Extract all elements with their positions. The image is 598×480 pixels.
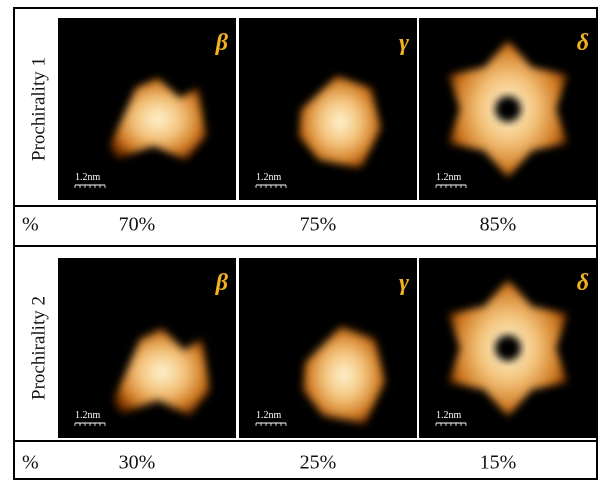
molecule [303, 326, 385, 424]
stm-image: δ 1.2nm [419, 18, 597, 200]
scale-label: 1.2nm [256, 172, 282, 183]
image-symbol: γ [399, 30, 409, 56]
molecule [299, 76, 381, 168]
image-symbol: δ [577, 30, 589, 56]
percent-value: 15% [480, 452, 517, 474]
stm-image: β 1.2nm [58, 258, 236, 438]
stm-image: β 1.2nm [58, 18, 236, 200]
stm-image: γ 1.2nm [239, 18, 417, 200]
pore [495, 96, 521, 122]
stm-image: γ 1.2nm [239, 258, 417, 438]
scale-label: 1.2nm [75, 410, 101, 421]
frame [13, 7, 598, 480]
percent-label: % [22, 214, 39, 236]
row-label: Prochirality 2 [28, 296, 49, 400]
image-symbol: γ [399, 270, 409, 296]
scale-label: 1.2nm [436, 172, 462, 183]
scale-label: 1.2nm [256, 410, 282, 421]
molecule [114, 329, 210, 416]
percent-value: 30% [119, 452, 156, 474]
image-symbol: β [215, 30, 229, 56]
image-symbol: δ [577, 270, 589, 296]
stm-image: δ 1.2nm [419, 258, 597, 438]
percent-value: 70% [119, 214, 156, 236]
row-label: Prochirality 1 [28, 57, 49, 161]
percent-value: 85% [480, 214, 517, 236]
percent-label: % [22, 452, 39, 474]
percent-value: 25% [300, 452, 337, 474]
pore [495, 335, 521, 361]
scale-label: 1.2nm [75, 172, 101, 183]
image-symbol: β [215, 270, 229, 296]
molecule [110, 78, 206, 160]
scale-label: 1.2nm [436, 410, 462, 421]
percent-value: 75% [300, 214, 337, 236]
